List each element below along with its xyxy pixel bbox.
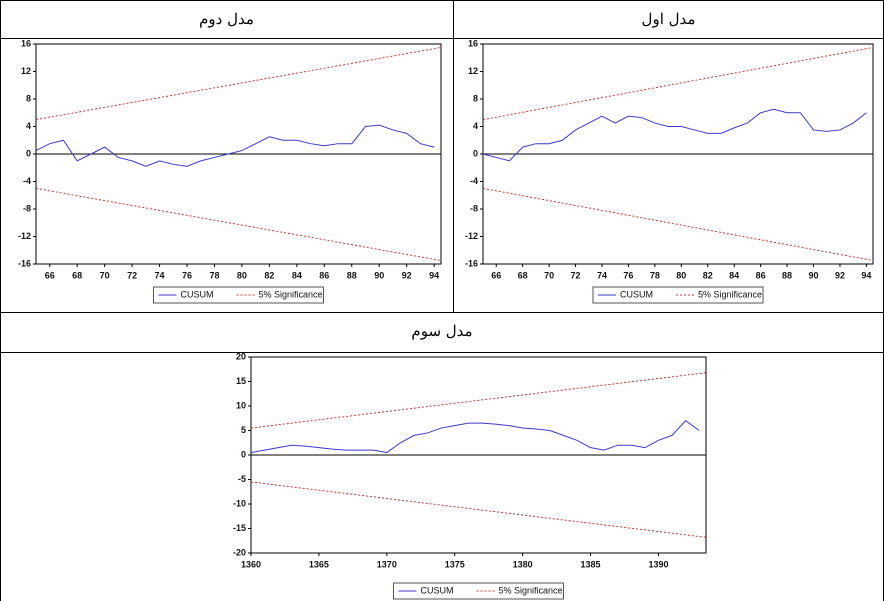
significance-upper [483,47,873,119]
divider [0,38,884,39]
y-tick-label: -20 [233,547,246,557]
x-tick-label: 90 [809,270,819,280]
x-tick-label: 1370 [377,559,397,569]
x-tick-label: 92 [835,270,845,280]
y-tick-label: -10 [233,498,246,508]
x-tick-label: 1365 [309,559,329,569]
page: مدل اول مدل دوم مدل سوم -16 -12 -8 -4 0 4 8 12 1… [0,0,884,601]
y-tick-label: 0 [473,148,478,158]
x-tick-label: 1385 [581,559,601,569]
x-tick-label: 92 [402,270,412,280]
y-tick-label: 16 [21,40,31,48]
x-tick-label: 88 [782,270,792,280]
x-tick-label: 70 [100,270,110,280]
y-tick-label: -4 [470,176,478,186]
y-tick-label: -8 [470,203,478,213]
x-tick-label: 80 [676,270,686,280]
x-tick-label: 72 [571,270,581,280]
significance-lower [251,482,706,537]
x-tick-label: 74 [155,270,165,280]
y-tick-label: 4 [473,121,478,131]
x-tick-label: 94 [861,270,871,280]
x-tick-label: 74 [597,270,607,280]
y-tick-label: 20 [236,353,246,361]
x-tick-label: 66 [45,270,55,280]
chart: -20 -15 -10 -5 0 5 10 15 20 1360 1365 1370 1375 1380 1… [1,353,883,601]
x-tick-label: 76 [182,270,192,280]
chart: -16 -12 -8 -4 0 4 8 12 16 66 68 70 72 74 76 78 80 82 84 86 8… [1,40,452,312]
x-tick-label: 66 [491,270,501,280]
cell-title: مدل سوم [0,322,884,340]
y-tick-label: -12 [465,231,478,241]
cusum-line [251,421,699,453]
x-tick-label: 90 [374,270,384,280]
y-tick-label: 5 [241,425,246,435]
legend-label: CUSUM [181,289,214,299]
x-tick-label: 84 [292,270,302,280]
legend-label: CUSUM [620,289,653,299]
y-tick-label: 12 [468,66,478,76]
cusum-line [36,125,434,166]
x-tick-label: 86 [319,270,329,280]
x-tick-label: 78 [650,270,660,280]
y-tick-label: -15 [233,523,246,533]
significance-upper [251,373,706,428]
y-tick-label: 4 [26,121,31,131]
y-tick-label: 8 [26,93,31,103]
x-tick-label: 1390 [648,559,668,569]
legend-label: 5% Significance [259,289,323,299]
chart: -16 -12 -8 -4 0 4 8 12 16 66 68 70 72 74 76 78 80 82 84 86 8… [453,40,883,312]
x-tick-label: 94 [429,270,439,280]
x-tick-label: 78 [209,270,219,280]
x-tick-label: 68 [72,270,82,280]
cell-title: مدل دوم [0,10,453,28]
x-tick-label: 76 [623,270,633,280]
y-tick-label: -4 [23,176,31,186]
significance-upper [36,47,441,119]
y-tick-label: 0 [26,148,31,158]
x-tick-label: 1375 [445,559,465,569]
x-tick-label: 70 [544,270,554,280]
y-tick-label: 12 [21,66,31,76]
x-tick-label: 82 [264,270,274,280]
x-tick-label: 84 [729,270,739,280]
significance-lower [36,188,441,260]
x-tick-label: 82 [703,270,713,280]
legend-label: 5% Significance [499,585,563,595]
x-tick-label: 68 [518,270,528,280]
x-tick-label: 88 [347,270,357,280]
y-tick-label: -16 [465,258,478,268]
cusum-line [483,109,866,161]
x-tick-label: 80 [237,270,247,280]
x-tick-label: 72 [127,270,137,280]
legend-label: CUSUM [421,585,454,595]
x-tick-label: 1360 [241,559,261,569]
y-tick-label: -16 [18,258,31,268]
y-tick-label: -12 [18,231,31,241]
x-tick-label: 86 [756,270,766,280]
y-tick-label: -8 [23,203,31,213]
y-tick-label: 10 [236,400,246,410]
y-tick-label: -5 [238,474,246,484]
x-tick-label: 1380 [513,559,533,569]
significance-lower [483,188,873,260]
legend-label: 5% Significance [698,289,762,299]
y-tick-label: 15 [236,376,246,386]
y-tick-label: 8 [473,93,478,103]
y-tick-label: 16 [468,40,478,48]
y-tick-label: 0 [241,449,246,459]
cell-title: مدل اول [453,10,884,28]
